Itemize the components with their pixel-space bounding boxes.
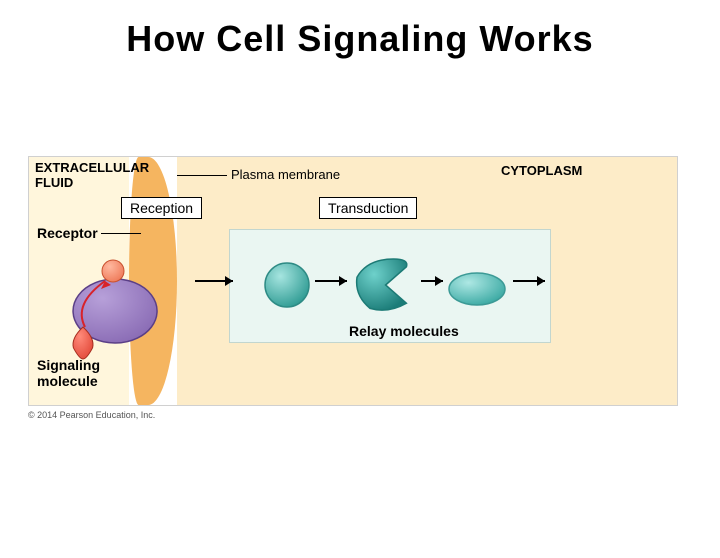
- signaling-diagram: EXTRACELLULAR FLUID CYTOPLASM Plasma mem…: [28, 156, 678, 406]
- diagram-svg: [29, 157, 679, 407]
- copyright-text: © 2014 Pearson Education, Inc.: [28, 410, 155, 420]
- page-title: How Cell Signaling Works: [0, 18, 720, 60]
